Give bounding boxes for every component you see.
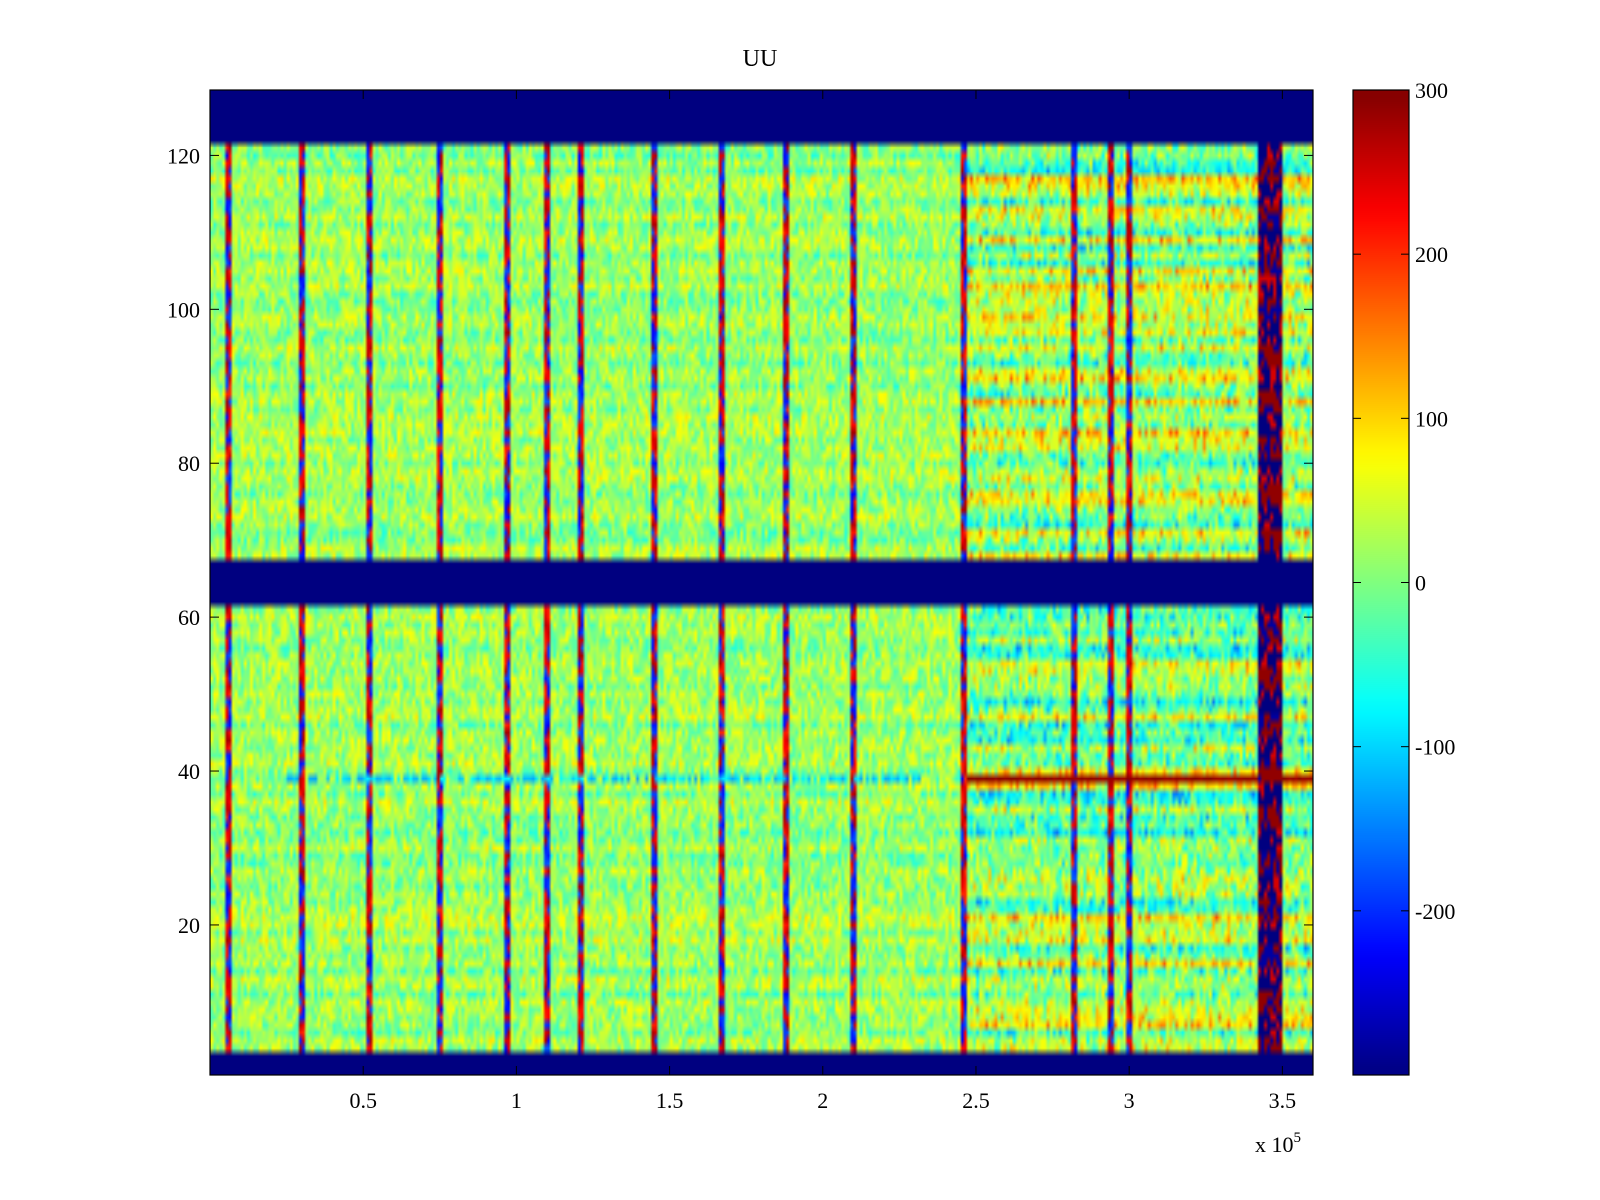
colorbar-tick-label: -100 bbox=[1415, 735, 1455, 760]
colorbar-tick-label: 0 bbox=[1415, 571, 1426, 596]
y-tick-label: 100 bbox=[167, 297, 200, 322]
x-tick-label: 2.5 bbox=[962, 1088, 990, 1113]
y-tick-label: 80 bbox=[178, 451, 200, 476]
colorbar-tick-label: 200 bbox=[1415, 242, 1448, 267]
y-tick-label: 120 bbox=[167, 143, 200, 168]
x-tick-label: 1 bbox=[511, 1088, 522, 1113]
y-tick-label: 40 bbox=[178, 759, 200, 784]
y-tick-label: 20 bbox=[178, 913, 200, 938]
x-exponent-label: x 105 bbox=[1255, 1130, 1301, 1157]
colorbar-gradient bbox=[1353, 90, 1409, 1075]
heatmap-image bbox=[210, 90, 1313, 1075]
x-tick-label: 3 bbox=[1124, 1088, 1135, 1113]
plot-area bbox=[210, 90, 1313, 1075]
x-exponent-power: 5 bbox=[1294, 1130, 1302, 1146]
chart-title: UU bbox=[743, 46, 778, 72]
axes-frame bbox=[209, 89, 1314, 1076]
x-tick-label: 0.5 bbox=[349, 1088, 377, 1113]
colorbar-ticks: 300 200 100 0 -100 -200 bbox=[1353, 78, 1455, 924]
y-axis: 20 40 60 80 100 120 bbox=[167, 143, 1313, 938]
colorbar-tick-label: -200 bbox=[1415, 899, 1455, 924]
colorbar: 300 200 100 0 -100 -200 bbox=[1352, 78, 1455, 1076]
x-tick-label: 1.5 bbox=[656, 1088, 684, 1113]
colorbar-tick-label: 300 bbox=[1415, 78, 1448, 103]
x-tick-label: 3.5 bbox=[1269, 1088, 1297, 1113]
x-tick-label: 2 bbox=[817, 1088, 828, 1113]
colorbar-tick-label: 100 bbox=[1415, 406, 1448, 431]
y-tick-label: 60 bbox=[178, 605, 200, 630]
x-axis: 0.5 1 1.5 2 2.5 3 3.5 bbox=[349, 90, 1296, 1113]
